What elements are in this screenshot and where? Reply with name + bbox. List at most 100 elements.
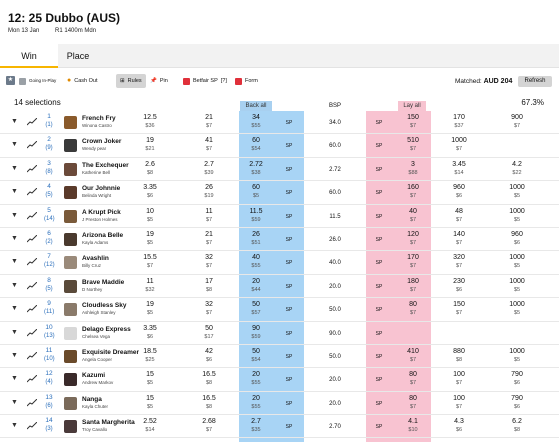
back-sp-button[interactable]: SP	[285, 143, 293, 150]
runner-name[interactable]: French Fry	[82, 115, 116, 122]
price-cell-b3[interactable]: 15.5 $7	[135, 254, 165, 270]
back-sp-button[interactable]: SP	[285, 120, 293, 126]
chevron-down-icon[interactable]: ▼	[11, 234, 18, 242]
runner-name[interactable]: Delago Express	[82, 325, 131, 333]
price-cell-l2[interactable]: 140 $7	[444, 231, 474, 247]
betfair-sp-toggle[interactable]: Betfair SP [?]	[183, 74, 227, 88]
lay-sp-button[interactable]: SP	[375, 213, 383, 220]
price-cell-b2[interactable]: 2.68 $7	[194, 418, 224, 434]
price-cell-b1[interactable]: 60 $54	[241, 137, 271, 153]
price-cell-l3[interactable]: 790 $6	[502, 395, 532, 411]
price-cell-b1[interactable]: 40 $55	[241, 254, 271, 270]
runner-name[interactable]: Cloudless Sky	[82, 302, 127, 310]
going-in-play-checkbox[interactable]	[19, 77, 26, 85]
price-cell-b3[interactable]: 3.35 $6	[135, 325, 165, 341]
price-graph-icon[interactable]	[27, 188, 37, 196]
price-cell-b3[interactable]: 12.5 $36	[135, 114, 165, 130]
back-sp-button[interactable]: SP	[285, 330, 293, 337]
price-cell-b1[interactable]: 50 $57	[241, 301, 271, 317]
price-cell-b2[interactable]: 21 $7	[194, 114, 224, 130]
price-cell-b2[interactable]: 42 $6	[194, 348, 224, 364]
price-cell-l2[interactable]: 230 $6	[444, 278, 474, 294]
back-sp-button[interactable]: SP	[285, 236, 293, 243]
lay-sp-button[interactable]: SP	[375, 353, 383, 360]
chevron-down-icon[interactable]: ▼	[11, 305, 18, 313]
price-cell-l3[interactable]: 1000 $5	[502, 184, 532, 200]
price-cell-l2[interactable]: 880 $8	[444, 348, 474, 364]
chevron-down-icon[interactable]: ▼	[11, 375, 18, 383]
chevron-down-icon[interactable]: ▼	[11, 258, 18, 266]
lay-all-button[interactable]: Lay all	[398, 101, 426, 111]
price-cell-b2[interactable]: 32 $7	[194, 254, 224, 270]
runner-name[interactable]: Arizona Belle	[82, 231, 124, 239]
price-cell-l1[interactable]: 80 $7	[398, 301, 428, 317]
price-cell-b2[interactable]: 16.5 $8	[194, 371, 224, 387]
price-cell-b3[interactable]: 2.6 $8	[135, 161, 165, 177]
price-graph-icon[interactable]	[27, 118, 37, 126]
price-cell-b2[interactable]: 41 $7	[194, 137, 224, 153]
back-sp-button[interactable]: SP	[285, 190, 293, 197]
form-checkbox[interactable]	[235, 77, 242, 85]
runner-name[interactable]: Our Johnnie	[82, 185, 121, 193]
price-cell-b2[interactable]: 16.5 $8	[194, 395, 224, 411]
runner-name[interactable]: Santa Margherita	[82, 419, 135, 427]
price-cell-l2[interactable]: 150 $7	[444, 301, 474, 317]
price-cell-b1[interactable]: 60 $5	[241, 184, 271, 200]
price-graph-icon[interactable]	[27, 305, 37, 313]
chevron-down-icon[interactable]: ▼	[11, 141, 18, 149]
lay-sp-button[interactable]: SP	[375, 120, 383, 126]
price-cell-l3[interactable]: 900 $7	[502, 114, 532, 130]
price-cell-l3[interactable]: 1000 $5	[502, 208, 532, 224]
refresh-button[interactable]: Refresh	[518, 76, 552, 87]
chevron-down-icon[interactable]: ▼	[11, 422, 18, 430]
price-cell-l1[interactable]: 80 $7	[398, 395, 428, 411]
back-sp-button[interactable]: SP	[285, 260, 293, 267]
back-sp-button[interactable]: SP	[285, 424, 293, 431]
back-all-button[interactable]: Back all	[240, 101, 272, 111]
sp-help-link[interactable]: [?]	[220, 78, 227, 84]
favourite-star-icon[interactable]: ★	[6, 76, 15, 85]
price-cell-b3[interactable]: 3.35 $6	[135, 184, 165, 200]
price-cell-l3[interactable]: 6.2 $8	[502, 418, 532, 434]
price-cell-l3[interactable]: 960 $6	[502, 231, 532, 247]
price-cell-l2[interactable]: 100 $7	[444, 371, 474, 387]
price-cell-l3[interactable]: 1000 $5	[502, 348, 532, 364]
price-cell-b2[interactable]: 17 $8	[194, 278, 224, 294]
price-cell-l2[interactable]: 4.3 $6	[444, 418, 474, 434]
price-cell-b1[interactable]: 20 $55	[241, 371, 271, 387]
price-cell-b2[interactable]: 2.7 $39	[194, 161, 224, 177]
price-cell-l2[interactable]: 100 $7	[444, 395, 474, 411]
price-cell-b1[interactable]: 11.5 $59	[241, 208, 271, 224]
price-graph-icon[interactable]	[27, 164, 37, 173]
tab-win[interactable]: Win	[0, 44, 58, 68]
form-toggle[interactable]: Form	[235, 74, 258, 88]
chevron-down-icon[interactable]: ▼	[11, 328, 18, 336]
back-sp-button[interactable]: SP	[285, 377, 293, 384]
price-cell-l1[interactable]: 170 $7	[398, 254, 428, 270]
price-cell-l1[interactable]: 410 $7	[398, 348, 428, 364]
price-graph-icon[interactable]	[27, 422, 37, 430]
betfair-sp-checkbox[interactable]	[183, 77, 190, 85]
lay-sp-button[interactable]: SP	[375, 260, 383, 267]
chevron-down-icon[interactable]: ▼	[11, 164, 18, 172]
chevron-down-icon[interactable]: ▼	[11, 351, 18, 359]
price-cell-l1[interactable]: 160 $7	[398, 184, 428, 200]
runner-name[interactable]: Exquisite Dreamer	[82, 348, 140, 356]
chevron-down-icon[interactable]: ▼	[11, 188, 18, 196]
price-cell-b2[interactable]: 50 $17	[194, 325, 224, 341]
price-cell-l3[interactable]: 790 $6	[502, 371, 532, 387]
price-cell-l3[interactable]: 1000 $5	[502, 301, 532, 317]
back-sp-button[interactable]: SP	[285, 166, 293, 173]
back-sp-button[interactable]: SP	[285, 307, 293, 314]
going-in-play[interactable]: Going In-Play	[19, 74, 56, 88]
lay-sp-button[interactable]: SP	[375, 307, 383, 314]
price-cell-l1[interactable]: 40 $7	[398, 208, 428, 224]
rules-button[interactable]: ⊞ Rules	[116, 74, 146, 88]
price-cell-l2[interactable]: 170 $37	[444, 114, 474, 130]
price-cell-b3[interactable]: 19 $21	[135, 137, 165, 153]
lay-sp-button[interactable]: SP	[375, 424, 383, 431]
chevron-down-icon[interactable]: ▼	[11, 118, 18, 125]
runner-name[interactable]: Avashlin	[82, 255, 109, 263]
price-cell-b2[interactable]: 11 $7	[194, 208, 224, 224]
back-sp-button[interactable]: SP	[285, 283, 293, 290]
